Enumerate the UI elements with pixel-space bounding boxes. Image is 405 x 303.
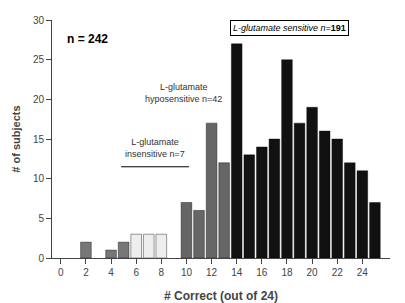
svg-text:L-glutamateinsensitive n=7: L-glutamateinsensitive n=7 <box>125 137 185 159</box>
svg-text:14: 14 <box>231 267 243 278</box>
svg-text:# of subjects: # of subjects <box>10 105 22 172</box>
svg-text:22: 22 <box>332 267 344 278</box>
svg-text:4: 4 <box>108 267 114 278</box>
svg-text:20: 20 <box>33 94 45 105</box>
svg-text:15: 15 <box>33 134 45 145</box>
svg-text:20: 20 <box>307 267 319 278</box>
svg-text:L-glutamatehyposensitive n=42: L-glutamatehyposensitive n=42 <box>145 82 222 104</box>
svg-text:8: 8 <box>159 267 165 278</box>
svg-text:5: 5 <box>38 213 44 224</box>
svg-text:16: 16 <box>256 267 268 278</box>
svg-text:# Correct (out of 24): # Correct (out of 24) <box>164 289 278 303</box>
svg-text:0: 0 <box>38 253 44 264</box>
svg-text:0: 0 <box>58 267 64 278</box>
svg-text:18: 18 <box>281 267 293 278</box>
svg-text:30: 30 <box>33 15 45 26</box>
svg-text:12: 12 <box>206 267 218 278</box>
svg-text:L-glutamate sensitive n=191: L-glutamate sensitive n=191 <box>233 23 346 33</box>
svg-text:n = 242: n = 242 <box>67 32 108 46</box>
svg-text:24: 24 <box>357 267 369 278</box>
svg-text:6: 6 <box>133 267 139 278</box>
svg-text:10: 10 <box>181 267 193 278</box>
svg-text:25: 25 <box>33 54 45 65</box>
svg-text:10: 10 <box>33 173 45 184</box>
svg-text:2: 2 <box>83 267 89 278</box>
